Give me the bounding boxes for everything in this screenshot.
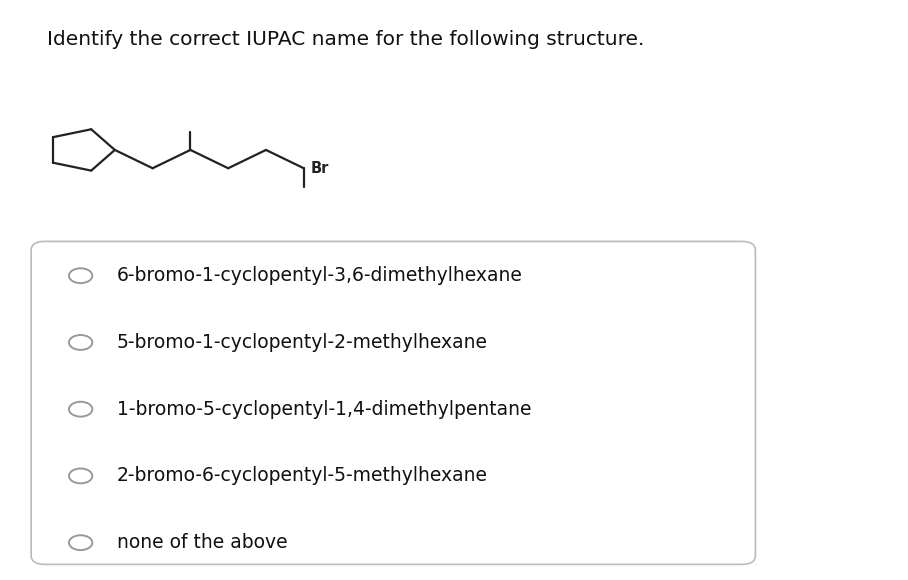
Circle shape	[69, 402, 93, 416]
Circle shape	[69, 335, 93, 350]
Text: 6-bromo-1-cyclopentyl-3,6-dimethylhexane: 6-bromo-1-cyclopentyl-3,6-dimethylhexane	[116, 266, 522, 285]
Text: 2-bromo-6-cyclopentyl-5-methylhexane: 2-bromo-6-cyclopentyl-5-methylhexane	[116, 466, 488, 485]
Circle shape	[69, 469, 93, 483]
Text: 5-bromo-1-cyclopentyl-2-methylhexane: 5-bromo-1-cyclopentyl-2-methylhexane	[116, 333, 488, 352]
Text: 1-bromo-5-cyclopentyl-1,4-dimethylpentane: 1-bromo-5-cyclopentyl-1,4-dimethylpentan…	[116, 400, 531, 419]
FancyBboxPatch shape	[31, 241, 755, 564]
Text: Identify the correct IUPAC name for the following structure.: Identify the correct IUPAC name for the …	[47, 30, 645, 49]
Text: none of the above: none of the above	[116, 533, 287, 552]
Circle shape	[69, 269, 93, 283]
Circle shape	[69, 535, 93, 550]
Text: Br: Br	[311, 161, 330, 176]
